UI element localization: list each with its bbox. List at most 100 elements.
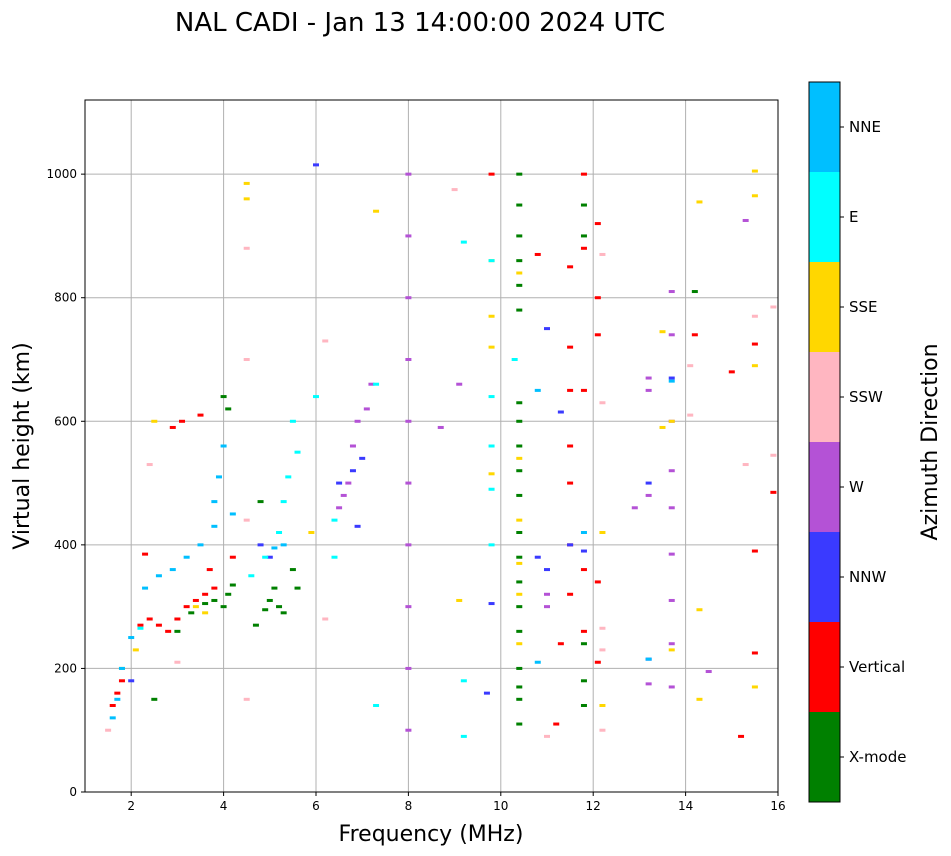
data-point-nne <box>534 660 541 664</box>
colorbar-label-item: X-mode <box>849 748 906 766</box>
data-point-vertical <box>580 629 587 633</box>
data-point-nne <box>169 568 176 572</box>
data-point-sse <box>696 200 703 204</box>
data-point-nnw <box>580 549 587 553</box>
colorbar: X-mode Vertical NNW W SSW SSE E NNE <box>808 81 906 803</box>
data-point-w <box>668 598 675 602</box>
data-point-w <box>405 296 412 300</box>
data-point-vertical <box>192 598 199 602</box>
data-point-w <box>405 481 412 485</box>
y-tick-label: 200 <box>54 661 77 675</box>
x-tick-label: 2 <box>127 799 135 813</box>
data-point-vertical <box>553 722 560 726</box>
data-point-x-mode <box>151 697 158 701</box>
data-point-sse <box>456 598 463 602</box>
x-tick-label: 10 <box>493 799 508 813</box>
colorbar-label-item: W <box>849 478 864 496</box>
data-point-x-mode <box>580 234 587 238</box>
data-point-sse <box>373 209 380 213</box>
data-point-nnw <box>483 691 490 695</box>
data-point-sse <box>751 169 758 173</box>
data-point-nne <box>155 574 162 578</box>
data-point-ssw <box>243 518 250 522</box>
data-point-w <box>668 642 675 646</box>
data-point-e <box>331 555 338 559</box>
data-point-ssw <box>742 463 749 467</box>
data-point-e <box>373 382 380 386</box>
data-point-vertical <box>567 265 574 269</box>
data-point-sse <box>668 419 675 423</box>
data-point-ssw <box>599 401 606 405</box>
data-point-w <box>405 358 412 361</box>
y-axis-ticks: 0 200 400 600 800 1000 <box>46 167 85 799</box>
x-tick-label: 4 <box>220 799 228 813</box>
data-point-w <box>668 506 675 510</box>
data-point-vertical <box>691 333 698 337</box>
data-point-w <box>437 425 444 429</box>
colorbar-segment <box>809 622 840 712</box>
data-point-x-mode <box>580 203 587 207</box>
data-point-nnw <box>668 376 675 380</box>
data-point-w <box>456 382 463 386</box>
x-tick-label: 8 <box>405 799 413 813</box>
data-point-sse <box>751 194 758 198</box>
data-point-sse <box>308 531 315 534</box>
data-point-sse <box>751 685 758 689</box>
data-point-vertical <box>202 592 209 596</box>
x-tick-label: 14 <box>678 799 693 813</box>
data-point-vertical <box>165 629 172 633</box>
data-point-x-mode <box>516 685 523 689</box>
data-point-x-mode <box>580 679 587 683</box>
x-axis-label: Frequency (MHz) <box>339 822 524 847</box>
data-point-sse <box>192 605 199 609</box>
data-point-ssw <box>243 697 250 701</box>
data-point-w <box>668 685 675 689</box>
data-point-x-mode <box>220 395 227 399</box>
data-point-nne <box>118 666 125 670</box>
data-point-x-mode <box>516 419 523 423</box>
data-point-ssw <box>687 413 694 417</box>
data-point-e <box>460 240 467 244</box>
data-point-vertical <box>567 388 574 392</box>
data-point-ssw <box>322 339 329 343</box>
data-point-x-mode <box>174 629 181 633</box>
data-point-e <box>488 395 495 399</box>
data-point-sse <box>516 592 523 596</box>
data-point-vertical <box>118 679 125 683</box>
data-point-nnw <box>544 327 550 331</box>
colorbar-label-item: NNW <box>849 568 886 586</box>
data-point-sse <box>599 531 606 534</box>
data-point-vertical <box>580 172 587 176</box>
data-point-w <box>705 670 712 674</box>
colorbar-segment <box>809 712 840 802</box>
data-point-nnw <box>488 602 495 606</box>
data-point-vertical <box>229 555 236 559</box>
data-point-ssw <box>599 728 606 732</box>
colorbar-segment <box>809 262 840 352</box>
data-point-x-mode <box>516 283 523 287</box>
data-point-e <box>460 734 467 738</box>
data-point-ssw <box>770 453 777 457</box>
y-tick-label: 1000 <box>46 167 77 181</box>
data-point-ssw <box>751 314 758 318</box>
data-point-x-mode <box>516 493 523 497</box>
data-point-sse <box>243 181 250 185</box>
data-point-x-mode <box>516 259 523 263</box>
data-point-x-mode <box>516 308 523 312</box>
data-point-nne <box>580 531 587 534</box>
data-point-vertical <box>179 419 186 423</box>
data-point-w <box>405 728 412 732</box>
data-point-e <box>488 444 495 448</box>
colorbar-label-item: SSE <box>849 298 878 316</box>
data-point-nnw <box>257 543 264 547</box>
data-point-nnw <box>313 163 319 167</box>
data-point-vertical <box>109 704 116 707</box>
data-point-w <box>340 493 347 497</box>
data-point-x-mode <box>276 605 283 609</box>
data-point-nne <box>211 500 218 504</box>
colorbar-frame <box>808 81 841 803</box>
data-point-nnw <box>557 410 564 414</box>
data-point-ssw <box>451 188 458 192</box>
data-point-ssw <box>322 617 329 621</box>
